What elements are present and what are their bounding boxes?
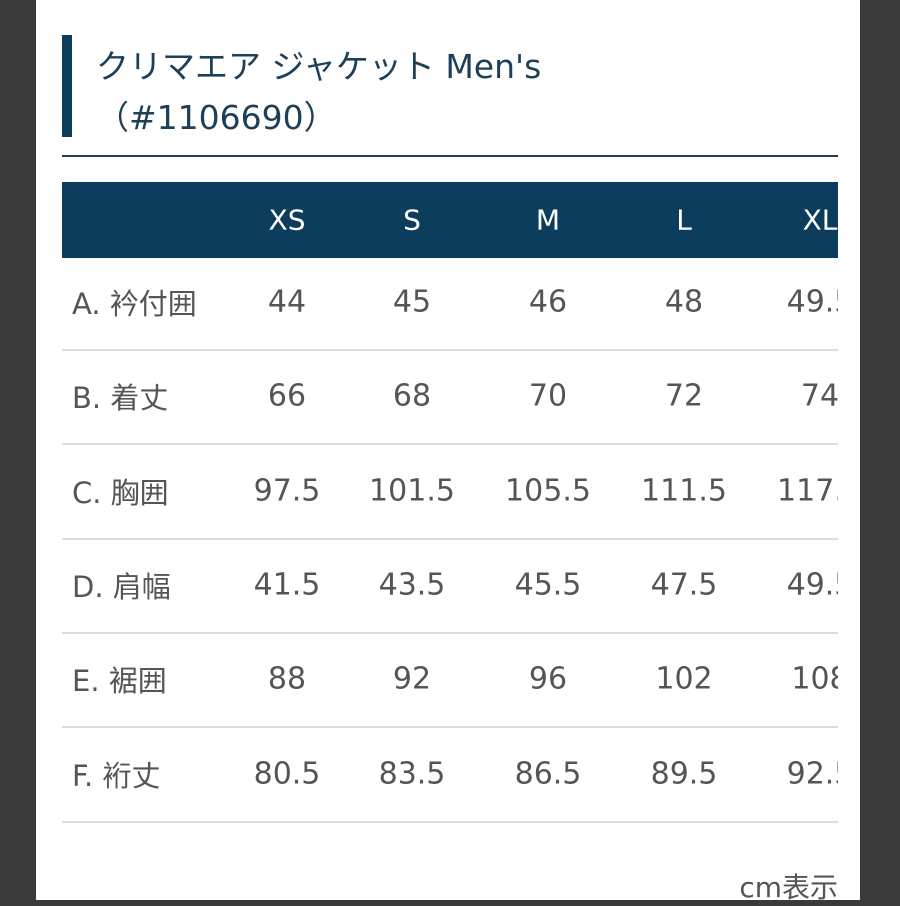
row-separator — [62, 537, 838, 540]
cell-value: 43.5 — [378, 567, 446, 603]
cell-value: 72 — [664, 378, 704, 414]
cell-value: 96 — [528, 661, 568, 697]
row-label: C. 胸囲 — [72, 475, 169, 510]
column-header: S — [403, 203, 421, 237]
cell-value: 45 — [392, 284, 432, 320]
column-header: M — [535, 203, 561, 237]
row-separator — [62, 443, 838, 446]
row-separator — [62, 726, 838, 729]
panel: クリマエア ジャケット Men's （#1106690） XS S M L XL A. 衿… — [36, 0, 860, 904]
cell-value: 74 — [800, 378, 838, 414]
row-label: D. 肩幅 — [72, 569, 171, 604]
cell-value: 117.5 — [777, 473, 838, 509]
cell-value: 83.5 — [378, 756, 446, 791]
row-label: A. 衿付囲 — [72, 287, 197, 321]
row-separator — [62, 631, 838, 634]
cell-value: 102 — [655, 661, 713, 697]
cell-value: 47.5 — [650, 567, 718, 603]
title-accent — [62, 35, 72, 137]
row-label: B. 着丈 — [72, 381, 169, 416]
row-separator — [62, 349, 838, 351]
table-header — [62, 182, 838, 258]
cell-value: 44 — [267, 284, 307, 320]
row-separator — [62, 820, 838, 823]
cell-value: 70 — [528, 378, 568, 414]
cell-value: 68 — [392, 378, 432, 414]
cell-value: 97.5 — [253, 473, 321, 509]
cell-value: 41.5 — [253, 567, 321, 603]
cell-value: 92.5 — [786, 756, 838, 791]
product-code: （#1106690） — [96, 98, 337, 137]
size-table: XS S M L XL A. 衿付囲 44 45 46 48 49.5 B. 着丈 66 68 70 72 74… — [62, 182, 838, 832]
cell-value: 89.5 — [650, 756, 718, 791]
cell-value: 45.5 — [514, 567, 582, 603]
cell-value: 108 — [791, 661, 838, 697]
cell-value: 105.5 — [505, 473, 591, 509]
cell-value: 46 — [528, 284, 568, 320]
unit-note: cm表示 — [739, 871, 838, 904]
cell-value: 48 — [664, 284, 704, 320]
row-label: F. 裄丈 — [72, 758, 161, 793]
divider — [62, 155, 838, 157]
cell-value: 92 — [392, 661, 432, 697]
cell-value: 111.5 — [641, 473, 727, 509]
title: クリマエア ジャケット Men's — [96, 47, 542, 86]
column-header: XL — [802, 203, 838, 237]
cell-value: 88 — [267, 661, 307, 697]
column-header: XS — [268, 203, 306, 237]
cell-value: 49.5 — [786, 284, 838, 320]
cell-value: 66 — [267, 378, 307, 414]
cell-value: 86.5 — [514, 756, 582, 791]
row-label: E. 裾囲 — [72, 664, 167, 699]
cell-value: 80.5 — [253, 756, 321, 791]
column-header: L — [676, 203, 692, 237]
cell-value: 101.5 — [369, 473, 455, 509]
cell-value: 49.5 — [786, 567, 838, 603]
